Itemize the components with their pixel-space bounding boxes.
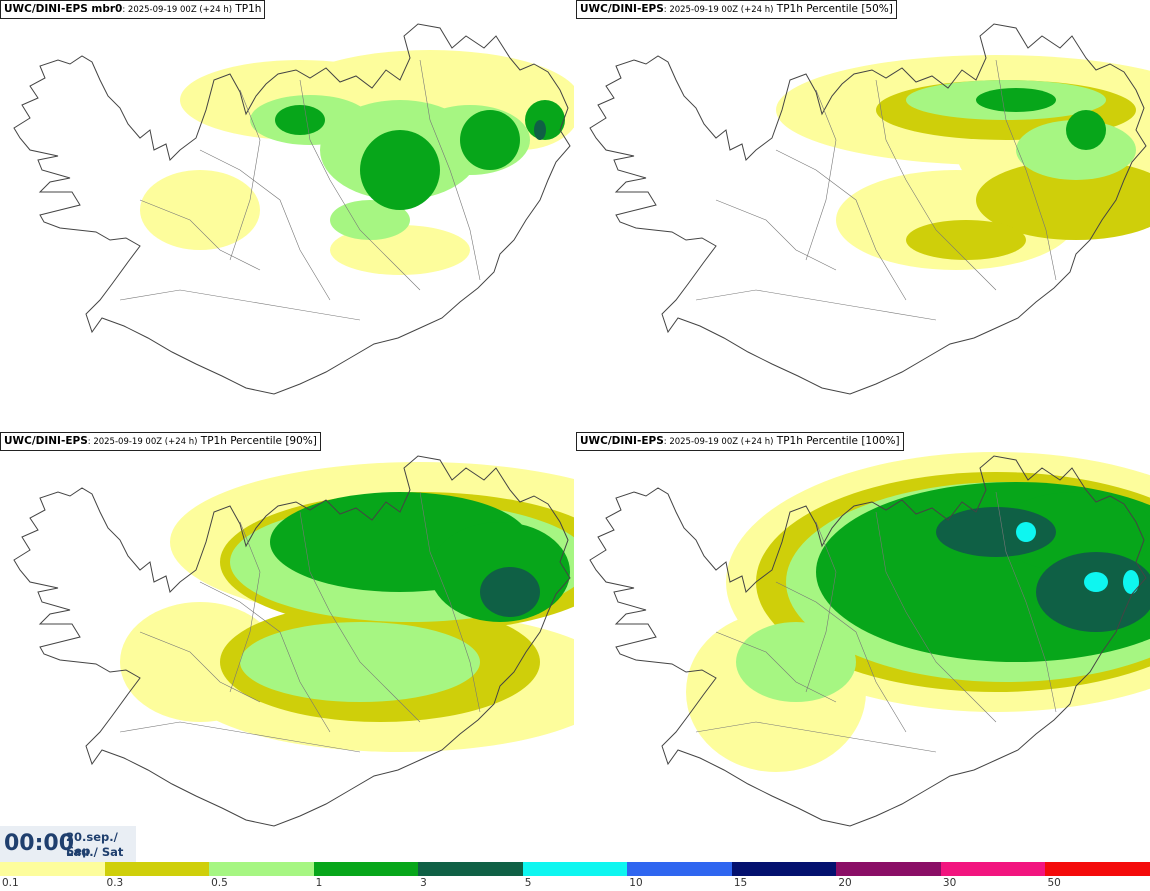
- road-line: [805, 521, 837, 693]
- color-scale-label: 1: [315, 877, 323, 889]
- road-line: [139, 631, 261, 703]
- precip-area: [534, 120, 546, 140]
- road-line: [875, 511, 997, 723]
- coastline: [13, 23, 571, 395]
- precip-area: [1066, 110, 1106, 150]
- valid-time-box: 00:00 20.sep./ Sep Lau./ Sat: [0, 826, 136, 862]
- map-panel-mbr0: UWC/DINI-EPS mbr0: 2025-09-19 00Z (+24 h…: [0, 0, 574, 430]
- panel-date: : 2025-09-19 00Z (+24 h): [122, 5, 233, 15]
- road-line: [199, 149, 331, 301]
- road-line: [419, 59, 481, 281]
- color-scale-label: 3: [420, 877, 427, 889]
- precip-area: [360, 130, 440, 210]
- color-scale-bar: [0, 862, 1150, 876]
- road-line: [419, 491, 481, 713]
- color-scale-segment: [209, 862, 314, 876]
- road-line: [199, 581, 331, 733]
- road-line: [119, 721, 361, 753]
- precip-map-mbr0: [13, 23, 574, 395]
- road-line: [995, 59, 1057, 281]
- color-scale-segment: [522, 862, 628, 876]
- valid-time: 00:00: [4, 831, 75, 856]
- panel-model: UWC/DINI-EPS mbr0: [4, 3, 123, 15]
- precip-area: [996, 492, 1150, 572]
- panel-product: TP1h Percentile [100%]: [773, 435, 900, 447]
- panel-date: : 2025-09-19 00Z (+24 h): [87, 437, 198, 447]
- coastline: [589, 455, 1147, 827]
- map-panel-p50: UWC/DINI-EPS: 2025-09-19 00Z (+24 h) TP1…: [576, 0, 1150, 430]
- road-line: [775, 581, 907, 733]
- precip-area: [480, 567, 540, 617]
- precip-area: [936, 507, 1056, 557]
- precip-area: [330, 200, 410, 240]
- road-line: [119, 289, 361, 321]
- panel-title-mbr0: UWC/DINI-EPS mbr0: 2025-09-19 00Z (+24 h…: [0, 0, 266, 19]
- panel-title-p50: UWC/DINI-EPS: 2025-09-19 00Z (+24 h) TP1…: [576, 0, 897, 19]
- precip-map-p50: [589, 23, 1150, 395]
- map-panel-p90: UWC/DINI-EPS: 2025-09-19 00Z (+24 h) TP1…: [0, 432, 574, 862]
- color-scale-segment: [940, 862, 1046, 876]
- color-scale-segment: [0, 862, 105, 876]
- precip-area: [976, 160, 1150, 240]
- color-scale-label: 5: [524, 877, 532, 889]
- road-line: [229, 521, 261, 693]
- road-line: [695, 721, 937, 753]
- color-scale-label: 20: [838, 877, 852, 889]
- color-scale-label: 0.1: [2, 877, 19, 889]
- panel-date: : 2025-09-19 00Z (+24 h): [663, 437, 774, 447]
- panel-date: : 2025-09-19 00Z (+24 h): [663, 5, 774, 15]
- color-scale-label: 10: [629, 877, 643, 889]
- panel-model: UWC/DINI-EPS: [4, 435, 88, 447]
- road-line: [995, 491, 1057, 713]
- precip-area: [1036, 552, 1150, 632]
- precip-map-p100: [589, 452, 1150, 827]
- road-line: [715, 631, 837, 703]
- color-scale-label: 15: [733, 877, 748, 889]
- panel-product: TP1h Percentile [90%]: [197, 435, 317, 447]
- valid-date: 20.sep./ Sep: [66, 830, 118, 858]
- road-line: [695, 289, 937, 321]
- precip-area: [460, 110, 520, 170]
- precip-map-p90: [13, 455, 574, 827]
- panel-model: UWC/DINI-EPS: [580, 435, 664, 447]
- color-scale-segment: [1045, 862, 1150, 876]
- color-scale-labels: 0.1 0.3 0.5 1 3 5 10 15 20 30 50: [0, 876, 1150, 891]
- precip-area: [906, 220, 1026, 260]
- valid-weekday: Lau./ Sat: [66, 845, 124, 859]
- road-line: [805, 89, 837, 261]
- panel-product: TP1h Percentile [50%]: [773, 3, 893, 15]
- road-line: [139, 199, 261, 271]
- precip-area: [1016, 522, 1036, 542]
- precip-area: [1123, 570, 1139, 594]
- color-scale-segment: [836, 862, 941, 876]
- coastline: [589, 23, 1147, 395]
- precip-area: [736, 622, 856, 702]
- road-line: [715, 199, 837, 271]
- color-scale-label: 30: [942, 877, 957, 889]
- panel-title-p100: UWC/DINI-EPS: 2025-09-19 00Z (+24 h) TP1…: [576, 432, 904, 451]
- color-scale-segment: [627, 862, 732, 876]
- panel-model: UWC/DINI-EPS: [580, 3, 664, 15]
- road-line: [775, 149, 907, 301]
- color-scale-label: 0.5: [211, 877, 228, 889]
- color-scale-segment: [104, 862, 210, 876]
- color-scale-segment: [418, 862, 523, 876]
- precip-area: [140, 170, 260, 250]
- road-line: [299, 79, 421, 291]
- color-scale-segment: [313, 862, 419, 876]
- color-scale-segment: [731, 862, 837, 876]
- color-scale-label: 0.3: [106, 877, 124, 889]
- map-panel-p100: UWC/DINI-EPS: 2025-09-19 00Z (+24 h) TP1…: [576, 432, 1150, 862]
- precip-area: [1016, 120, 1136, 180]
- road-line: [299, 511, 421, 723]
- color-scale-label: 50: [1047, 877, 1061, 889]
- coastline: [13, 455, 571, 827]
- panel-title-p90: UWC/DINI-EPS: 2025-09-19 00Z (+24 h) TP1…: [0, 432, 321, 451]
- panel-product: TP1h: [232, 3, 262, 15]
- precip-area: [275, 105, 325, 135]
- precip-area: [1084, 572, 1108, 592]
- precip-area: [976, 88, 1056, 112]
- road-line: [875, 79, 997, 291]
- road-line: [229, 89, 261, 261]
